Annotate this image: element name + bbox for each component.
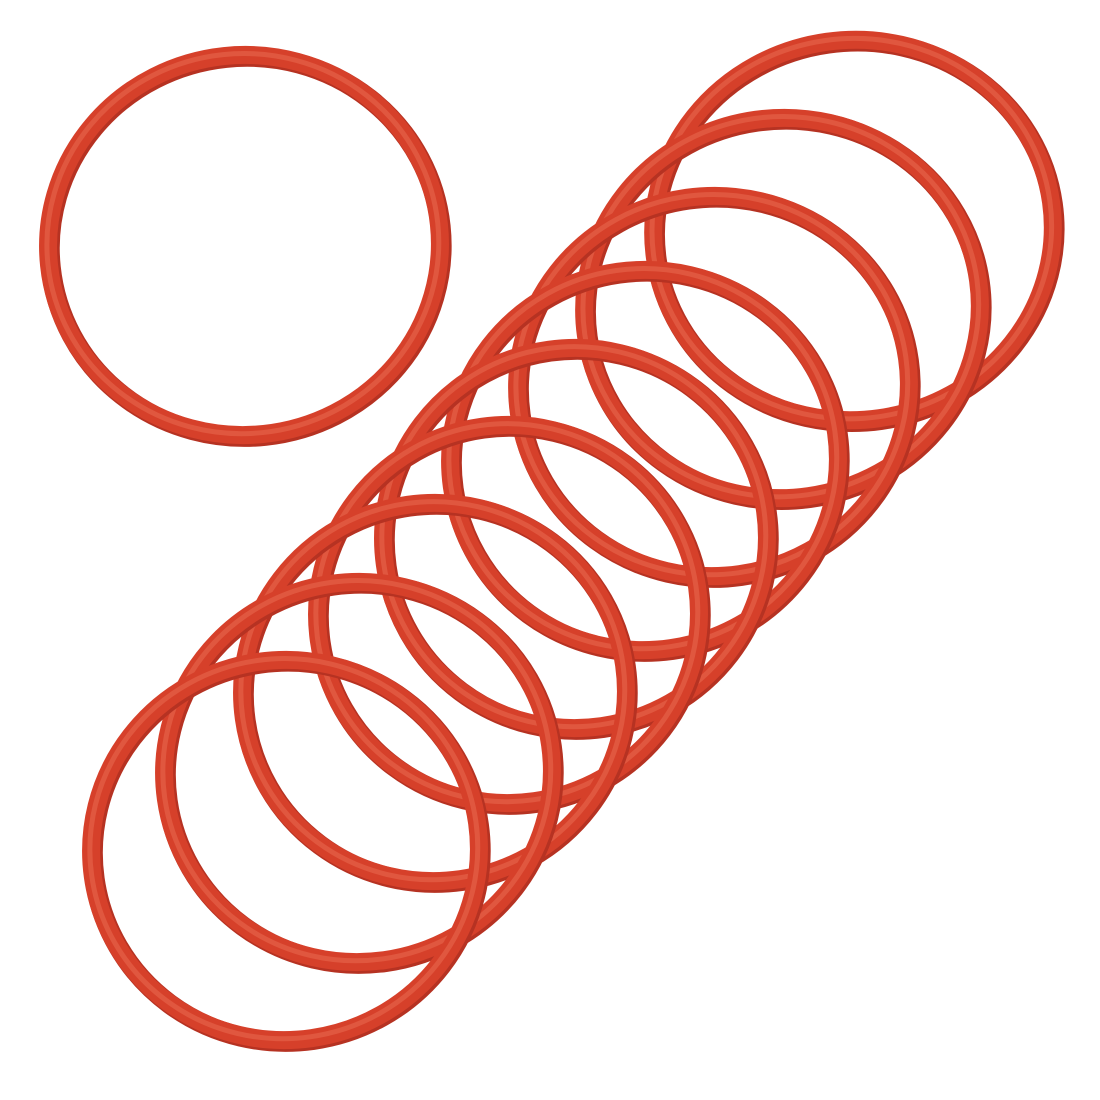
o-ring-highlight: [446, 266, 840, 652]
o-ring: [308, 415, 711, 815]
o-ring-highlight: [87, 656, 481, 1042]
o-ring-highlight: [313, 421, 701, 805]
o-ring: [82, 650, 491, 1052]
o-ring: [39, 45, 452, 447]
o-ring: [508, 186, 921, 588]
o-ring-highlight: [238, 499, 628, 883]
o-ring-highlight: [580, 113, 982, 500]
o-ring: [374, 338, 779, 740]
o-ring: [233, 493, 638, 893]
o-ring: [644, 30, 1065, 432]
o-ring-highlight: [513, 192, 911, 578]
o-ring: [575, 108, 992, 510]
o-ring-highlight: [649, 35, 1055, 422]
o-ring-highlight: [44, 51, 442, 437]
o-ring-highlight: [160, 578, 554, 964]
o-ring-highlight: [379, 344, 769, 730]
o-ring: [155, 572, 564, 974]
o-ring: [441, 260, 850, 662]
o-ring-group: [39, 30, 1065, 1052]
